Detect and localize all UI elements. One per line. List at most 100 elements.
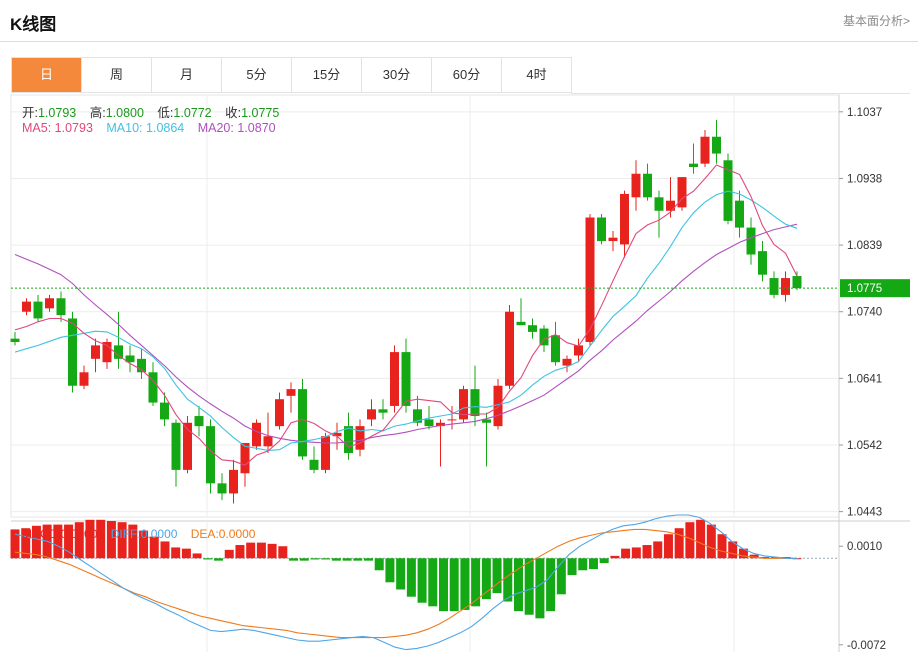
- candle-body-25: [298, 389, 307, 457]
- macd-bar-39: [428, 558, 438, 607]
- macd-bar-30: [331, 558, 341, 561]
- macd-bar-5: [64, 524, 74, 559]
- macd-bar-52: [567, 558, 577, 576]
- macd-label: MACD:: [22, 527, 61, 541]
- candle-body-34: [401, 352, 411, 406]
- macd-bar-57: [621, 548, 631, 559]
- fundamental-analysis-link[interactable]: 基本面分析>: [842, 14, 910, 28]
- dea-value: 0.0000: [218, 527, 256, 541]
- candle-body-5: [68, 318, 77, 386]
- tab-7[interactable]: 4时: [502, 58, 572, 92]
- candle-body-39: [459, 389, 468, 420]
- tab-0[interactable]: 日: [12, 58, 82, 92]
- tab-1[interactable]: 周: [82, 58, 152, 92]
- tab-6[interactable]: 60分: [432, 58, 502, 92]
- macd-bar-7: [85, 519, 95, 559]
- macd-bar-1: [21, 528, 31, 559]
- candle-body-68: [792, 276, 802, 289]
- macd-bar-26: [289, 558, 299, 561]
- candle-body-57: [666, 200, 675, 211]
- macd-bar-4: [53, 524, 63, 559]
- y-tick-label-4: 1.0641: [847, 373, 882, 385]
- tab-5[interactable]: 30分: [362, 58, 432, 92]
- macd-bar-42: [460, 558, 470, 610]
- candle-body-7: [91, 345, 100, 359]
- macd-bar-55: [599, 558, 609, 564]
- candle-body-54: [631, 173, 641, 198]
- macd-tick-label-1: -0.0072: [847, 640, 886, 652]
- macd-bar-62: [674, 528, 684, 559]
- macd-bar-49: [535, 558, 545, 619]
- candle-body-49: [574, 345, 583, 356]
- macd-bar-28: [310, 558, 320, 560]
- candle-body-15: [183, 422, 192, 470]
- candle-body-27: [321, 436, 330, 470]
- open-label: 开:: [22, 106, 38, 120]
- macd-bar-72: [781, 557, 791, 559]
- macd-bar-67: [728, 541, 738, 559]
- macd-bar-27: [299, 558, 309, 561]
- candle-body-66: [769, 278, 779, 295]
- last-price-tag: [840, 279, 910, 298]
- macd-bar-41: [449, 558, 459, 612]
- candle-body-41: [482, 419, 491, 423]
- macd-bar-22: [246, 542, 256, 559]
- ma20-line: [14, 223, 798, 444]
- ma5-label: MA5:: [22, 121, 52, 135]
- y-tick-label-6: 1.0443: [847, 507, 882, 519]
- macd-bar-50: [546, 558, 556, 612]
- macd-bar-59: [642, 545, 652, 559]
- ma5-line: [14, 164, 798, 466]
- candle-body-14: [171, 422, 181, 470]
- y-tick-label-2: 1.0839: [847, 240, 882, 252]
- macd-bar-17: [192, 553, 202, 559]
- macd-bar-18: [203, 558, 213, 560]
- macd-bar-12: [139, 530, 149, 559]
- tab-2[interactable]: 月: [152, 58, 222, 92]
- last-price-label: 1.0775: [847, 283, 882, 295]
- y-tick-label-3: 1.0740: [847, 307, 882, 319]
- candle-body-32: [378, 409, 388, 413]
- macd-bar-15: [171, 547, 181, 559]
- macd-bar-68: [738, 548, 748, 559]
- macd-bar-43: [471, 558, 481, 607]
- macd-bar-70: [760, 557, 770, 559]
- close-label: 收:: [225, 106, 242, 120]
- candle-body-23: [275, 399, 284, 427]
- y-tick-label-1: 1.0938: [847, 173, 882, 185]
- candle-body-59: [689, 163, 698, 168]
- macd-bar-53: [578, 558, 588, 571]
- macd-bar-66: [717, 534, 727, 559]
- macd-bar-32: [353, 558, 363, 561]
- tab-4[interactable]: 15分: [292, 58, 362, 92]
- macd-bar-33: [364, 558, 374, 561]
- low-value: 1.0772: [173, 106, 212, 120]
- macd-bar-65: [706, 524, 716, 559]
- macd-tick-label-0: 0.0010: [847, 541, 882, 553]
- macd-bar-61: [663, 534, 673, 559]
- macd-bar-48: [524, 558, 534, 615]
- macd-bar-46: [503, 558, 513, 602]
- macd-bar-38: [417, 558, 427, 603]
- candle-body-28: [332, 432, 342, 437]
- candle-body-33: [390, 352, 399, 406]
- macd-bar-45: [492, 558, 502, 594]
- candle-body-22: [263, 436, 273, 447]
- macd-bar-19: [214, 558, 224, 561]
- candle-body-19: [229, 469, 238, 494]
- candle-body-30: [355, 426, 365, 450]
- candle-body-61: [712, 136, 721, 154]
- candle-body-31: [367, 409, 376, 420]
- macd-bar-36: [396, 558, 406, 590]
- ma10-value: 1.0864: [146, 121, 185, 135]
- macd-bar-16: [181, 548, 191, 559]
- header: K线图 基本面分析>: [0, 0, 918, 42]
- low-label: 低:: [157, 106, 174, 120]
- macd-bar-64: [696, 519, 706, 559]
- candle-body-2: [33, 301, 43, 319]
- macd-bar-51: [556, 558, 566, 595]
- candle-body-1: [22, 301, 31, 312]
- tab-3[interactable]: 5分: [222, 58, 292, 92]
- ma10-label: MA10:: [106, 121, 143, 135]
- candle-body-48: [562, 358, 572, 366]
